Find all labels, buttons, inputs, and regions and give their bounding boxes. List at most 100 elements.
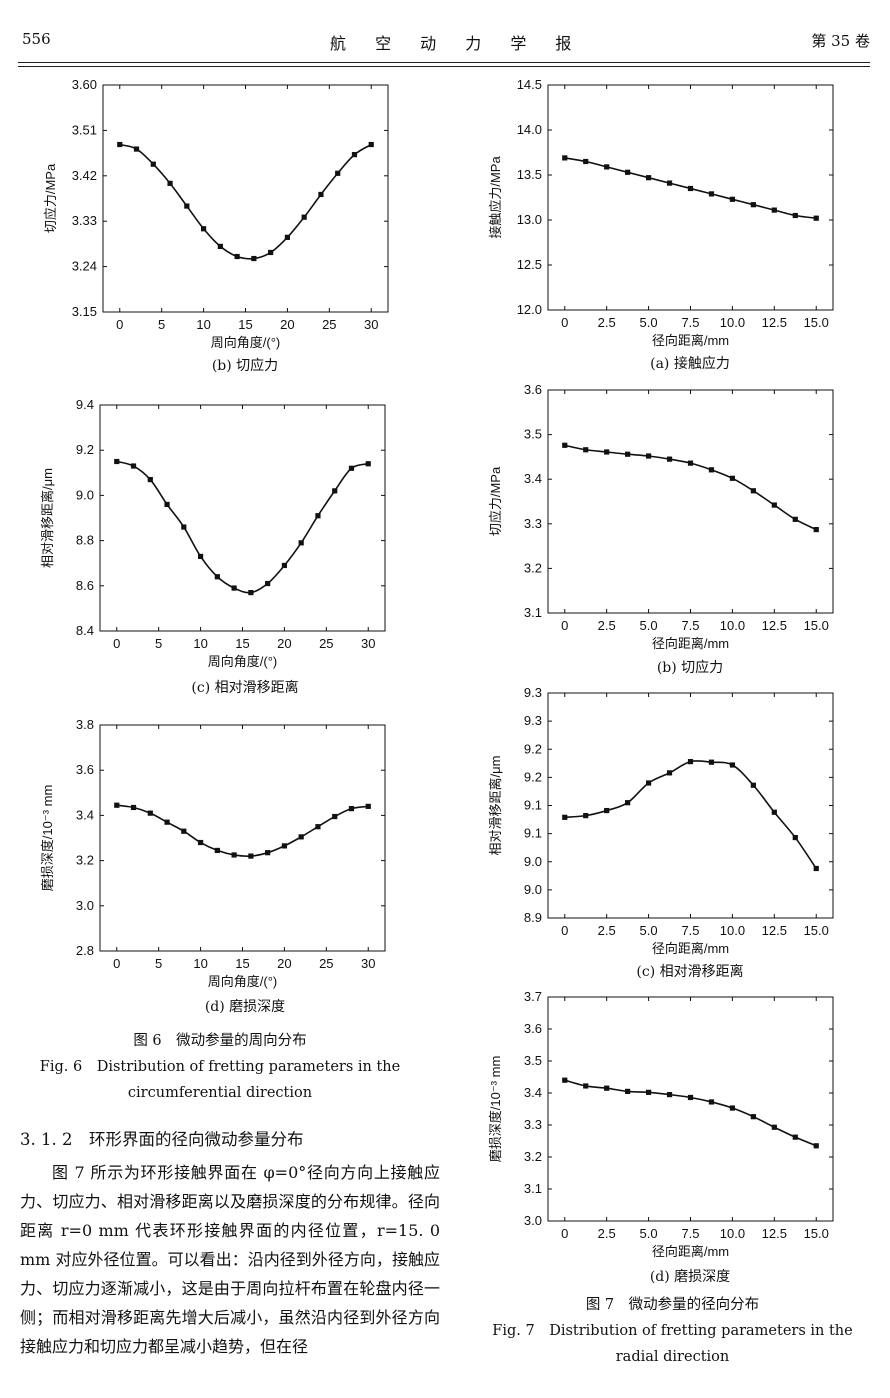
chart-caption: (b) 切应力 bbox=[211, 358, 279, 374]
figure-caption-en: radial direction bbox=[615, 1349, 730, 1365]
data-point bbox=[181, 828, 187, 834]
data-point bbox=[217, 243, 223, 250]
y-tick-label: 3.5 bbox=[524, 427, 542, 442]
y-tick-label: 13.0 bbox=[517, 212, 542, 227]
figure-caption: 图 7 微动参量的径向分布 Fig. 7 Distribution of fre… bbox=[480, 1292, 865, 1370]
x-tick-label: 25 bbox=[319, 956, 333, 971]
x-tick-label: 30 bbox=[361, 956, 375, 971]
data-point bbox=[265, 580, 271, 587]
data-point bbox=[771, 1124, 777, 1130]
section-heading: 3. 1. 2 环形界面的径向微动参量分布 bbox=[20, 1130, 304, 1149]
x-tick-label: 2.5 bbox=[598, 923, 616, 938]
y-tick-label: 9.1 bbox=[524, 826, 542, 841]
y-tick-label: 3.8 bbox=[76, 717, 94, 732]
x-tick-label: 12.5 bbox=[762, 1226, 787, 1241]
x-tick-label: 0 bbox=[113, 636, 120, 651]
data-point bbox=[301, 214, 307, 220]
data-point bbox=[645, 1089, 652, 1095]
y-tick-label: 9.1 bbox=[524, 798, 542, 813]
chart-6b: 0 5 10 15 20 25 30 3.15 3.24 3.33 3.42 3.51 3.60 周向角度… bbox=[43, 77, 389, 350]
y-tick-label: 9.0 bbox=[524, 854, 542, 869]
data-point bbox=[117, 141, 123, 148]
series-line bbox=[116, 460, 369, 594]
data-point bbox=[368, 141, 374, 148]
y-tick-label: 3.1 bbox=[524, 605, 542, 620]
plot-frame bbox=[99, 724, 386, 952]
data-point bbox=[231, 852, 237, 858]
y-tick-label: 3.4 bbox=[76, 807, 94, 822]
x-axis-label: 径向距离/mm bbox=[652, 941, 729, 956]
data-point bbox=[181, 524, 187, 530]
data-point bbox=[348, 806, 355, 812]
y-tick-label: 3.6 bbox=[524, 1021, 542, 1036]
data-point bbox=[792, 516, 798, 522]
data-point bbox=[315, 824, 321, 830]
y-tick-label: 9.3 bbox=[524, 713, 542, 728]
x-tick-label: 5 bbox=[155, 956, 162, 971]
data-point bbox=[625, 800, 631, 806]
data-point bbox=[792, 834, 798, 841]
x-tick-label: 15.0 bbox=[804, 618, 829, 633]
x-tick-label: 7.5 bbox=[681, 923, 699, 938]
x-axis-label: 径向距离/mm bbox=[652, 1244, 729, 1259]
data-point bbox=[318, 191, 324, 198]
data-point bbox=[750, 488, 756, 494]
chart-7b: 0 2.5 5.0 7.5 10.0 12.5 15.0 3.1 3.2 3.3 3.4 3.5 3.6… bbox=[488, 382, 834, 651]
data-point bbox=[200, 226, 207, 232]
y-axis-label: 磨损深度/10⁻³ mm bbox=[488, 1056, 503, 1163]
x-tick-label: 12.5 bbox=[762, 315, 787, 330]
x-tick-label: 2.5 bbox=[598, 315, 616, 330]
x-tick-label: 15.0 bbox=[804, 923, 829, 938]
y-tick-label: 9.4 bbox=[76, 397, 94, 412]
y-tick-label: 3.24 bbox=[72, 259, 97, 274]
y-tick-label: 3.15 bbox=[72, 304, 97, 319]
series-line bbox=[564, 1079, 817, 1147]
data-point bbox=[583, 813, 589, 819]
x-tick-label: 2.5 bbox=[598, 618, 616, 633]
data-point bbox=[248, 853, 254, 859]
x-tick-label: 20 bbox=[277, 956, 291, 971]
data-point bbox=[771, 502, 777, 508]
data-point bbox=[666, 1092, 673, 1098]
data-point bbox=[625, 169, 631, 175]
x-tick-label: 12.5 bbox=[762, 618, 787, 633]
journal-title: 航 空 动 力 学 报 bbox=[330, 34, 584, 53]
header-rule bbox=[18, 62, 870, 63]
x-tick-label: 30 bbox=[364, 317, 378, 332]
x-tick-label: 0 bbox=[561, 1226, 568, 1241]
y-tick-label: 12.5 bbox=[517, 257, 542, 272]
data-point bbox=[365, 461, 371, 467]
data-point bbox=[332, 488, 338, 494]
y-axis-label: 切应力/MPa bbox=[488, 466, 503, 536]
x-tick-label: 12.5 bbox=[762, 923, 787, 938]
data-point bbox=[214, 574, 220, 580]
figure-caption-en: Fig. 7 Distribution of fretting paramete… bbox=[492, 1323, 853, 1339]
data-point bbox=[214, 847, 220, 854]
data-point bbox=[645, 453, 652, 459]
data-point bbox=[645, 780, 652, 786]
y-tick-label: 14.0 bbox=[517, 122, 542, 137]
data-point bbox=[729, 475, 736, 481]
y-tick-label: 12.0 bbox=[517, 302, 542, 317]
chart-caption: (c) 相对滑移距离 bbox=[636, 964, 744, 980]
data-point bbox=[335, 170, 341, 176]
data-point bbox=[604, 807, 610, 814]
y-tick-label: 3.60 bbox=[72, 77, 97, 92]
data-point bbox=[284, 234, 291, 240]
data-point bbox=[771, 207, 777, 213]
y-tick-label: 3.7 bbox=[524, 989, 542, 1004]
data-point bbox=[708, 759, 715, 765]
figure-caption-cn: 图 6 微动参量的周向分布 bbox=[133, 1033, 307, 1049]
data-point bbox=[231, 585, 237, 591]
data-point bbox=[792, 1134, 798, 1140]
data-point bbox=[687, 185, 694, 192]
x-tick-label: 15 bbox=[235, 956, 249, 971]
y-axis-label: 磨损深度/10⁻³ mm bbox=[40, 785, 55, 892]
data-point bbox=[130, 804, 137, 811]
x-axis-label: 径向距离/mm bbox=[652, 636, 729, 651]
data-point bbox=[147, 476, 153, 483]
data-point bbox=[583, 447, 589, 453]
data-point bbox=[604, 449, 610, 455]
data-point bbox=[197, 553, 204, 560]
data-point bbox=[666, 456, 673, 462]
